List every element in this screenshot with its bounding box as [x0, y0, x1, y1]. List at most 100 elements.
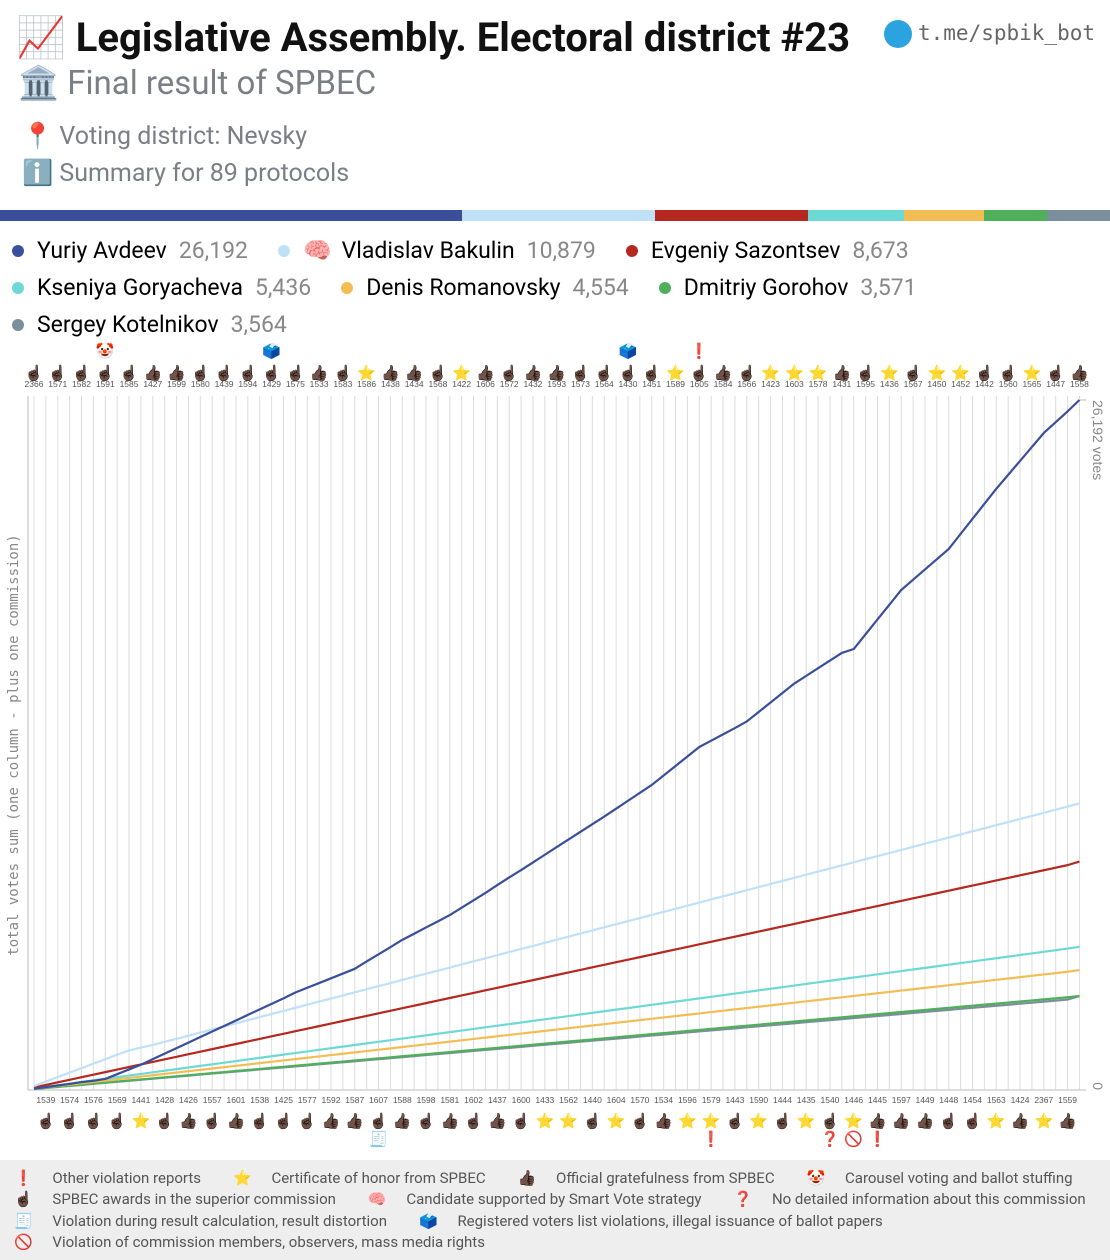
marker-legend-item: ❓ No detailed information about this com…: [734, 1190, 1102, 1208]
x-tick-label: 1604: [607, 1095, 626, 1105]
commission-flag: ❗: [868, 1130, 887, 1148]
x-tick-label: 1440: [583, 1095, 602, 1105]
subtitle: 🏛️ Final result of SPBEC: [18, 64, 376, 103]
legend-dot: [278, 244, 290, 257]
marker-legend-item: 🚫 Violation of commission members, obser…: [14, 1233, 501, 1251]
commission-icon: 👍🏿: [476, 364, 495, 382]
commission-icon: ⭐: [951, 364, 970, 382]
legend-dot: [625, 244, 638, 257]
series-line: [33, 994, 1080, 1091]
marker-icon: 🧠: [367, 1190, 387, 1209]
commission-icon: ☝🏿: [963, 1111, 982, 1130]
commission-icon: 👍🏿: [832, 364, 851, 382]
x-tick-label: 1424: [1011, 1095, 1030, 1105]
commission-icon: 👍🏿: [892, 1112, 911, 1130]
commission-icon: ⭐: [535, 1112, 554, 1130]
commission-icon: ☝🏿: [821, 1111, 840, 1130]
marker-legend-item: 👍🏿 Official gratefulness from SPBEC: [518, 1169, 791, 1187]
x-tick-label: 1592: [322, 1095, 341, 1105]
commission-icon: ⭐: [678, 1112, 697, 1130]
commission-icon: ☝🏿: [856, 363, 875, 382]
x-tick-label: 1589: [666, 379, 685, 389]
commission-icon: 👍🏿: [227, 1112, 246, 1130]
legend-total: 4,554: [572, 274, 629, 301]
x-tick-label: 1567: [904, 379, 923, 389]
commission-icon: ☝🏿: [274, 1111, 293, 1130]
x-tick-label: 1446: [844, 1095, 863, 1105]
commission-icon: ☝🏿: [37, 1111, 56, 1130]
commission-flag: ❓: [821, 1130, 840, 1148]
x-tick-label: 1447: [1046, 379, 1065, 389]
x-tick-label: 1431: [832, 379, 851, 389]
x-tick-label: 1594: [238, 379, 257, 389]
commission-icon: 👍🏿: [916, 1112, 935, 1130]
marker-icon: 🧾: [14, 1211, 33, 1230]
commission-flag: ❗: [702, 1130, 721, 1148]
x-tick-label: 1564: [595, 379, 614, 389]
x-tick-label: 1433: [535, 1095, 554, 1105]
x-tick-label: 1566: [737, 379, 756, 389]
legend: Yuriy Avdeev 26,192 🧠 Vladislav Bakulin 10,8…: [12, 232, 1102, 343]
x-tick-label: 1576: [84, 1095, 103, 1105]
commission-icon: ☝🏿: [250, 1111, 269, 1130]
commission-icon: 👍🏿: [1070, 364, 1089, 382]
x-tick-label: 1454: [963, 1095, 982, 1105]
legend-total: 26,192: [178, 237, 248, 264]
x-tick-label: 1442: [975, 379, 994, 389]
commission-icon: ⭐: [702, 1112, 721, 1130]
commission-icon: ☝🏿: [975, 363, 994, 382]
x-tick-label: 1451: [642, 379, 661, 389]
title: 📈 Legislative Assembly. Electoral distri…: [16, 14, 850, 61]
legend-total: 3,564: [230, 311, 287, 338]
commission-icon: ☝🏿: [60, 1111, 79, 1130]
share-segment: [983, 210, 1048, 221]
commission-icon: ⭐: [785, 364, 804, 382]
marker-text: Registered voters list violations, illeg…: [457, 1211, 883, 1230]
x-tick-label: 1560: [999, 379, 1018, 389]
link-text[interactable]: t.me/spbik_bot: [918, 21, 1096, 45]
commission-icon: ☝🏿: [155, 1111, 174, 1130]
commission-icon: 👍🏿: [179, 1112, 198, 1130]
commission-icon: ⭐: [844, 1112, 863, 1130]
commission-icon: ☝🏿: [571, 363, 590, 382]
x-tick-label: 1449: [916, 1095, 935, 1105]
commission-flag: 🤡: [96, 342, 115, 360]
x-tick-label: 1441: [131, 1095, 150, 1105]
commission-icon: ⭐: [1034, 1112, 1053, 1130]
subtitle-text: Final result of SPBEC: [67, 64, 377, 103]
commission-icon: ☝🏿: [286, 363, 305, 382]
x-tick-label: 1436: [880, 379, 899, 389]
marker-legend-item: 🗳️ Registered voters list violations, il…: [419, 1212, 899, 1230]
commission-icon: 👍🏿: [167, 364, 186, 382]
commission-icon: ⭐: [797, 1112, 816, 1130]
marker-text: Other violation reports: [52, 1168, 202, 1187]
x-tick-label: 1603: [785, 379, 804, 389]
commission-flag: ❗: [690, 342, 709, 360]
x-tick-label: 1425: [274, 1095, 293, 1105]
x-tick-label: 1559: [1058, 1095, 1077, 1105]
telegram-icon: [884, 20, 912, 48]
commission-icon: ☝🏿: [96, 363, 115, 382]
x-tick-label: 1593: [547, 379, 566, 389]
x-tick-label: 1597: [892, 1095, 911, 1105]
x-tick-label: 1605: [690, 379, 709, 389]
legend-name: Sergey Kotelnikov: [37, 311, 219, 338]
x-tick-label: 1595: [856, 379, 875, 389]
legend-name: Denis Romanovsky: [366, 274, 561, 301]
marker-icon: 🤡: [806, 1168, 826, 1187]
x-tick-label: 1591: [96, 379, 115, 389]
legend-item: 🧠 Vladislav Bakulin 10,879: [278, 232, 596, 269]
share-segment: [462, 210, 655, 221]
x-tick-label: 1443: [725, 1095, 744, 1105]
x-tick-label: 1540: [820, 1095, 839, 1105]
x-tick-label: 2367: [1034, 1095, 1053, 1105]
commission-icon: 👍🏿: [488, 1112, 507, 1130]
marker-icon: ☝🏿: [14, 1190, 33, 1209]
legend-badge: 🧠: [303, 237, 332, 264]
commission-flag: 🗳️: [619, 342, 638, 360]
legend-item: Dmitriy Gorohov 3,571: [658, 269, 917, 306]
x-tick-label: 1445: [868, 1095, 887, 1105]
x-tick-label: 1562: [559, 1095, 578, 1105]
telegram-link[interactable]: t.me/spbik_bot: [884, 20, 1095, 48]
